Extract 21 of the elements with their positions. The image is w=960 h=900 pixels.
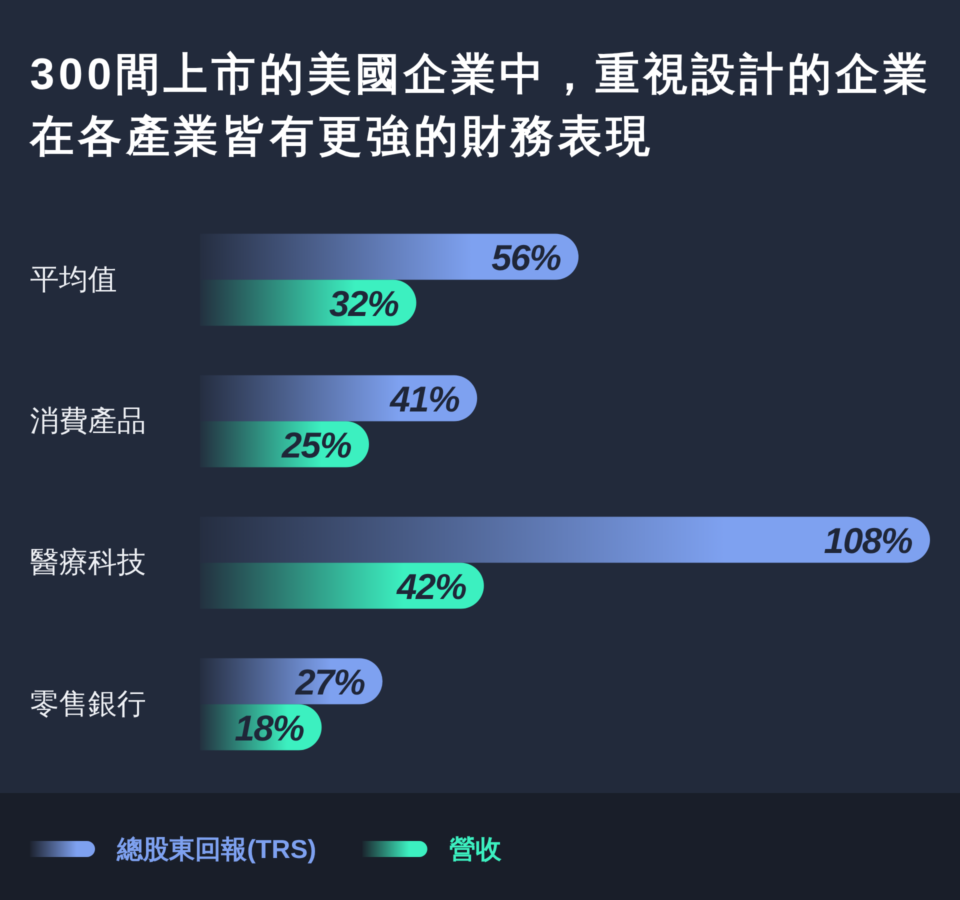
data-label: 42%	[396, 566, 467, 607]
legend-label: 營收	[449, 834, 502, 864]
data-label: 56%	[491, 236, 562, 278]
data-label: 41%	[389, 378, 460, 420]
data-label: 18%	[234, 707, 305, 748]
chart-title: 300間上市的美國企業中，重視設計的企業在各產業皆有更強的財務表現	[30, 49, 932, 163]
bar	[200, 658, 382, 704]
y-tick-label: 零售銀行	[30, 688, 146, 720]
data-label: 25%	[280, 424, 352, 466]
bar	[200, 375, 478, 422]
bar	[200, 562, 484, 609]
bar	[200, 280, 416, 326]
data-label: 32%	[329, 282, 400, 324]
y-tick-label: 醫療科技	[30, 546, 146, 579]
y-tick-label: 平均值	[30, 264, 117, 296]
data-label: 27%	[294, 661, 366, 702]
bar	[200, 516, 930, 563]
legend-label: 總股東回報(TRS)	[116, 834, 316, 864]
bar	[200, 234, 578, 280]
data-label: 108%	[824, 520, 913, 561]
y-tick-label: 消費產品	[30, 405, 146, 438]
